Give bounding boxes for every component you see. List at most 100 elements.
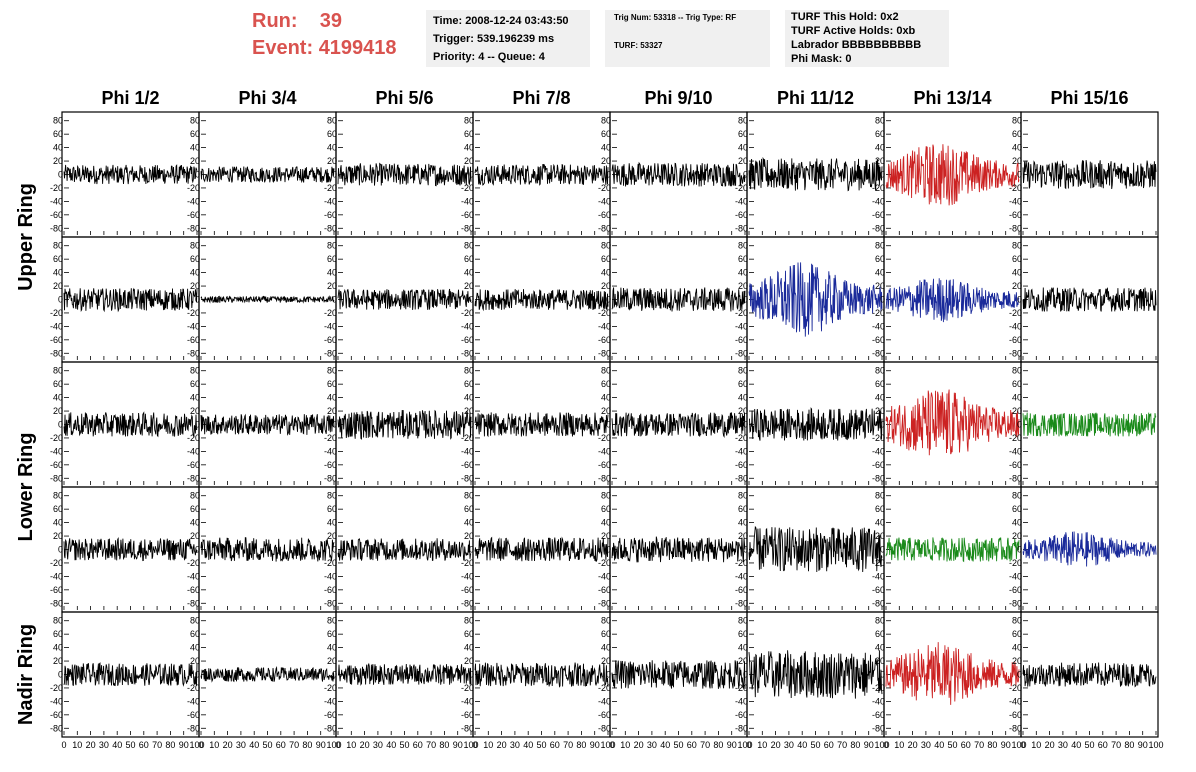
y-tick-label: 20 [738,156,748,166]
y-tick-label: 80 [875,491,885,501]
y-tick-label: 40 [875,518,885,528]
x-tick-label: 90 [864,740,874,750]
y-tick-label: -20 [598,683,611,693]
y-tick-label: -20 [50,558,63,568]
y-tick-label: 40 [1012,518,1022,528]
ring-label: Upper Ring [15,183,37,291]
waveform-line [63,662,198,687]
y-tick-label: 80 [1012,366,1022,376]
y-tick-label: -80 [50,348,63,358]
waveform-line [474,662,609,688]
y-tick-label: 80 [190,491,200,501]
phi-mask-line: Phi Mask: 0 [791,53,852,65]
x-tick-label: 50 [810,740,820,750]
x-tick-label: 50 [262,740,272,750]
y-tick-label: -40 [461,571,474,581]
y-tick-label: -80 [872,348,885,358]
y-tick-label: -40 [735,196,748,206]
y-tick-label: 60 [601,379,611,389]
y-tick-label: -60 [324,210,337,220]
y-tick-label: 60 [327,254,337,264]
y-tick-label: -80 [324,723,337,733]
column-header: Phi 5/6 [375,88,433,108]
y-tick-label: 20 [53,281,63,291]
y-tick-label: -20 [872,308,885,318]
y-tick-label: -20 [461,308,474,318]
y-tick-label: 60 [464,254,474,264]
y-tick-label: -40 [1009,571,1022,581]
y-tick-label: 0 [880,295,885,305]
x-tick-label: 30 [373,740,383,750]
x-tick-label: 10 [72,740,82,750]
x-tick-label: 10 [483,740,493,750]
x-tick-label: 10 [757,740,767,750]
y-tick-label: -60 [461,210,474,220]
y-tick-label: 0 [743,545,748,555]
waveform-line [337,162,472,187]
x-tick-label: 50 [399,740,409,750]
y-tick-label: -40 [187,321,200,331]
x-tick-label: 10 [346,740,356,750]
y-tick-label: -40 [1009,446,1022,456]
y-tick-label: -60 [50,460,63,470]
waveform-line [1022,662,1157,688]
column-header: Phi 13/14 [913,88,991,108]
y-tick-label: 0 [606,295,611,305]
y-tick-label: -60 [461,585,474,595]
y-tick-label: 40 [1012,143,1022,153]
y-tick-label: 20 [190,406,200,416]
column-header: Phi 7/8 [512,88,570,108]
y-tick-label: 20 [327,281,337,291]
y-tick-label: 0 [469,295,474,305]
y-tick-label: -40 [324,571,337,581]
waveform-line [748,262,883,337]
y-tick-label: 60 [190,504,200,514]
y-tick-label: 0 [195,670,200,680]
y-tick-label: 40 [464,268,474,278]
y-tick-label: -60 [50,585,63,595]
y-tick-label: -80 [598,473,611,483]
x-tick-label: 20 [86,740,96,750]
y-tick-label: -60 [735,460,748,470]
y-tick-label: -40 [872,321,885,331]
y-tick-label: -80 [872,473,885,483]
y-tick-label: -20 [461,683,474,693]
y-tick-label: 40 [53,393,63,403]
x-tick-label: 30 [1058,740,1068,750]
y-tick-label: -60 [598,335,611,345]
y-tick-label: 20 [327,406,337,416]
y-tick-label: 80 [1012,491,1022,501]
y-tick-label: 0 [332,545,337,555]
y-tick-label: 40 [464,393,474,403]
waveform-line [474,289,609,312]
x-tick-label: 70 [1111,740,1121,750]
waveform-line [200,666,335,683]
waveform-line [200,295,335,304]
x-tick-label: 20 [223,740,233,750]
run-label: Run: [252,10,298,32]
x-tick-label: 10 [1031,740,1041,750]
y-tick-label: -60 [1009,335,1022,345]
waveform-line [748,525,883,573]
x-tick-label: 90 [316,740,326,750]
turf-hold-line: TURF This Hold: 0x2 [791,11,899,23]
y-tick-label: -60 [735,335,748,345]
waveform-line [885,144,1020,206]
run-value: 39 [319,10,343,32]
waveform-line [337,538,472,561]
x-tick-label: 50 [1084,740,1094,750]
x-tick-label: 50 [947,740,957,750]
time-line: Time: 2008-12-24 03:43:50 [433,15,569,27]
y-tick-label: 80 [190,616,200,626]
x-tick-label: 70 [837,740,847,750]
y-tick-label: -60 [461,335,474,345]
y-tick-label: 80 [464,616,474,626]
y-tick-label: -80 [187,223,200,233]
y-tick-label: -80 [735,598,748,608]
y-tick-label: 60 [601,129,611,139]
y-tick-label: 80 [327,491,337,501]
y-tick-label: 80 [190,116,200,126]
y-tick-label: 40 [738,143,748,153]
waveform-line [474,412,609,438]
y-tick-label: 0 [332,420,337,430]
